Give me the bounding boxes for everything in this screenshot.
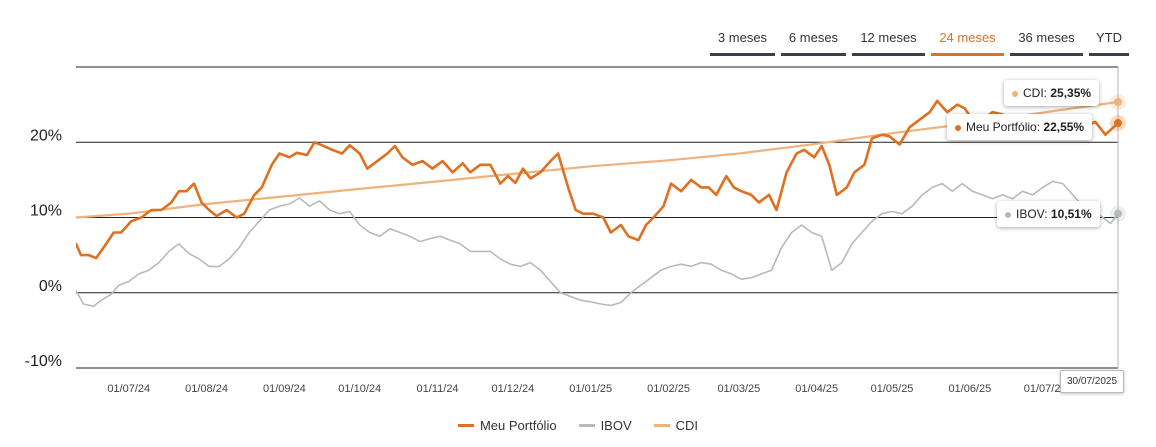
hover-markers (1110, 93, 1126, 222)
tab-ytd[interactable]: YTD (1089, 26, 1129, 56)
x-tick-label: 01/02/25 (647, 383, 690, 395)
ibov-swatch-icon (578, 424, 595, 427)
portfolio-swatch-icon (457, 424, 474, 427)
x-tick-label: 01/11/24 (417, 383, 459, 395)
marker-point-ibov (1114, 209, 1122, 218)
x-tick-label: 01/09/24 (263, 383, 306, 395)
marker-point-cdi (1114, 97, 1122, 106)
cdi-dot-icon (1012, 90, 1018, 97)
x-tick-label: 01/08/24 (185, 383, 228, 395)
tooltip-cdi-value: 25,35% (1050, 86, 1092, 100)
crosshair-date: 30/07/2025 (1060, 370, 1125, 393)
tooltip-portfolio: Meu Portfólio: 22,55% (947, 114, 1093, 140)
legend-item-portfolio[interactable]: Meu Portfólio (457, 418, 557, 433)
tooltip-portfolio-label: Meu Portfólio: (966, 120, 1041, 134)
portfolio-dot-icon (955, 124, 961, 131)
grid-lines (76, 66, 1118, 369)
tooltip-cdi: CDI: 25,35% (1004, 80, 1100, 106)
tooltip-portfolio-value: 22,55% (1043, 120, 1085, 134)
legend-label-portfolio: Meu Portfólio (479, 418, 557, 433)
y-tick-label: 10% (30, 203, 62, 220)
x-tick-label: 01/07/25 (1024, 383, 1067, 395)
tooltip-ibov: IBOV: 10,51% (997, 201, 1100, 227)
x-tick-label: 01/10/24 (338, 383, 381, 395)
legend-item-ibov[interactable]: IBOV (578, 418, 632, 433)
period-tabs: 3 meses 6 meses 12 meses 24 meses 36 mes… (710, 26, 1129, 56)
x-tick-label: 01/12/24 (491, 383, 534, 395)
legend: Meu Portfólio IBOV CDI (0, 418, 1156, 433)
legend-label-ibov: IBOV (600, 418, 632, 433)
x-tick-label: 01/05/25 (871, 383, 914, 395)
cdi-swatch-icon (653, 424, 670, 427)
series-lines (76, 99, 1118, 308)
x-tick-label: 01/01/25 (569, 383, 612, 395)
legend-label-cdi: CDI (675, 418, 699, 433)
y-tick-label: 0% (39, 278, 62, 295)
y-axis-labels: 20% 10% 0% -10% (25, 127, 62, 370)
ibov-dot-icon (1005, 211, 1011, 218)
x-tick-label: 01/06/25 (948, 383, 991, 395)
tab-24-meses[interactable]: 24 meses (931, 26, 1004, 56)
tab-3-meses[interactable]: 3 meses (710, 26, 775, 56)
tooltip-ibov-label: IBOV: (1016, 207, 1048, 221)
y-tick-label: -10% (25, 353, 62, 370)
x-tick-label: 01/04/25 (795, 383, 838, 395)
x-tick-label: 01/03/25 (717, 383, 760, 395)
x-axis-labels: 01/07/24 01/08/24 01/09/24 01/10/24 01/11/24… (107, 383, 1066, 395)
tab-6-meses[interactable]: 6 meses (781, 26, 846, 56)
tab-36-meses[interactable]: 36 meses (1010, 26, 1083, 56)
series-line-portfolio (76, 99, 1118, 260)
x-tick-label: 01/07/24 (107, 383, 150, 395)
legend-item-cdi[interactable]: CDI (653, 418, 699, 433)
tab-12-meses[interactable]: 12 meses (852, 26, 925, 56)
series-line-cdi (76, 100, 1118, 219)
series-line-ibov (76, 180, 1118, 308)
tooltip-ibov-value: 10,51% (1050, 207, 1092, 221)
tooltip-cdi-label: CDI: (1023, 86, 1047, 100)
marker-point-portfolio (1114, 119, 1122, 128)
y-tick-label: 20% (30, 127, 62, 144)
